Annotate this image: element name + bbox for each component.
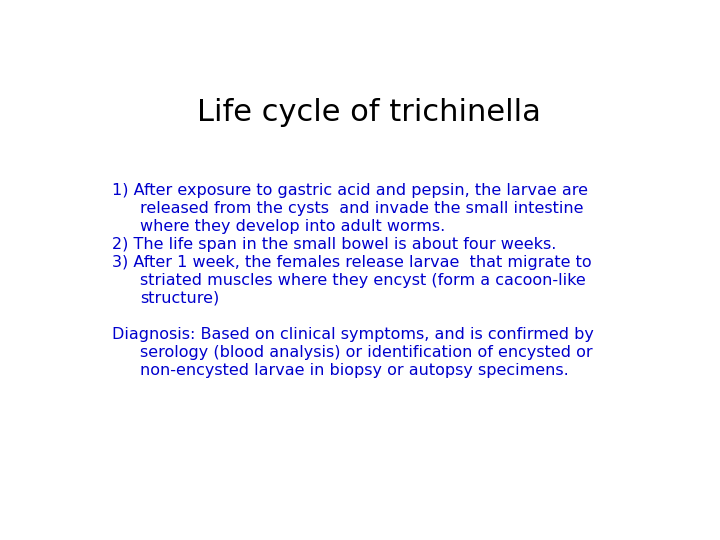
Text: Diagnosis: Based on clinical symptoms, and is confirmed by: Diagnosis: Based on clinical symptoms, a… bbox=[112, 327, 594, 342]
Text: 2) The life span in the small bowel is about four weeks.: 2) The life span in the small bowel is a… bbox=[112, 238, 557, 252]
Text: Life cycle of trichinella: Life cycle of trichinella bbox=[197, 98, 541, 127]
Text: released from the cysts  and invade the small intestine: released from the cysts and invade the s… bbox=[140, 201, 584, 216]
Text: structure): structure) bbox=[140, 291, 220, 306]
Text: non-encysted larvae in biopsy or autopsy specimens.: non-encysted larvae in biopsy or autopsy… bbox=[140, 362, 569, 377]
Text: 1) After exposure to gastric acid and pepsin, the larvae are: 1) After exposure to gastric acid and pe… bbox=[112, 183, 588, 198]
Text: 3) After 1 week, the females release larvae  that migrate to: 3) After 1 week, the females release lar… bbox=[112, 255, 592, 270]
Text: striated muscles where they encyst (form a cacoon-like: striated muscles where they encyst (form… bbox=[140, 273, 586, 288]
Text: serology (blood analysis) or identification of encysted or: serology (blood analysis) or identificat… bbox=[140, 345, 593, 360]
Text: where they develop into adult worms.: where they develop into adult worms. bbox=[140, 219, 446, 234]
